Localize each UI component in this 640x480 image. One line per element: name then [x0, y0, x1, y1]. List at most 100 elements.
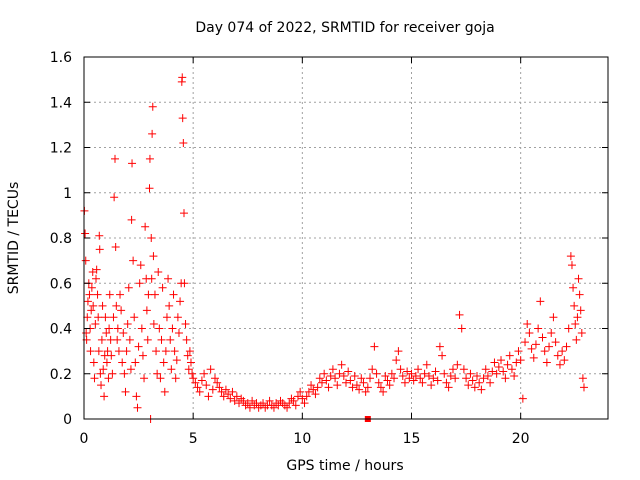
- data-point: [102, 358, 111, 367]
- data-point: [540, 347, 549, 356]
- data-point: [534, 324, 543, 333]
- data-point: [483, 372, 492, 381]
- data-point: [418, 378, 427, 387]
- data-point: [322, 376, 331, 385]
- data-point: [366, 374, 375, 383]
- data-point: [167, 365, 176, 374]
- data-point: [501, 374, 510, 383]
- data-point: [176, 297, 185, 306]
- data-point: [328, 365, 337, 374]
- data-point: [549, 313, 558, 322]
- data-point: [492, 369, 501, 378]
- data-point: [162, 313, 171, 322]
- y-axis-title: SRMTID / TECUs: [6, 182, 22, 295]
- data-point: [407, 369, 416, 378]
- data-point: [180, 279, 189, 288]
- data-point: [239, 396, 248, 405]
- data-point: [112, 301, 121, 310]
- data-point: [444, 383, 453, 392]
- data-point: [455, 310, 464, 319]
- data-point: [396, 365, 405, 374]
- data-point: [403, 367, 412, 376]
- data-point: [193, 383, 202, 392]
- data-point: [179, 138, 188, 147]
- data-point: [160, 387, 169, 396]
- data-point: [505, 351, 514, 360]
- y-axis: 0 0.2 0.4 0.6 0.8 1 1.2 1.4 1.6: [50, 50, 608, 428]
- data-point: [206, 365, 215, 374]
- data-point: [99, 365, 108, 374]
- data-point: [91, 319, 100, 328]
- data-point: [119, 329, 128, 338]
- data-point: [446, 372, 455, 381]
- data-point: [352, 381, 361, 390]
- data-point: [195, 387, 204, 396]
- data-point: [344, 367, 353, 376]
- y-tick-label: 1.2: [50, 141, 72, 157]
- data-point: [248, 396, 257, 405]
- data-point: [118, 358, 127, 367]
- data-point: [451, 374, 460, 383]
- data-point: [379, 387, 388, 396]
- data-point: [156, 374, 165, 383]
- data-point: [283, 403, 292, 412]
- data-point: [186, 358, 195, 367]
- data-point: [414, 365, 423, 374]
- data-point: [121, 387, 130, 396]
- data-point: [170, 347, 179, 356]
- data-point: [141, 222, 150, 231]
- data-point: [123, 319, 132, 328]
- data-point: [114, 347, 123, 356]
- data-point: [578, 374, 587, 383]
- data-point: [494, 362, 503, 371]
- data-point: [385, 381, 394, 390]
- data-point: [169, 290, 178, 299]
- data-point: [132, 392, 141, 401]
- data-point: [538, 333, 547, 342]
- data-point: [547, 329, 556, 338]
- data-point: [409, 376, 418, 385]
- data-point: [442, 378, 451, 387]
- data-point: [510, 372, 519, 381]
- data-point: [324, 383, 333, 392]
- data-point: [317, 378, 326, 387]
- data-point: [172, 356, 181, 365]
- data-point: [259, 399, 268, 408]
- x-tick-label: 10: [293, 431, 311, 447]
- data-point: [381, 372, 390, 381]
- data-point: [479, 374, 488, 383]
- data-point: [398, 372, 407, 381]
- data-point: [363, 383, 372, 392]
- data-point: [566, 252, 575, 261]
- data-point: [394, 347, 403, 356]
- data-point: [183, 351, 192, 360]
- x-axis-title: GPS time / hours: [286, 458, 403, 474]
- data-point: [542, 358, 551, 367]
- data-point: [154, 267, 163, 276]
- data-point: [466, 369, 475, 378]
- y-tick-label: 0: [63, 412, 72, 428]
- data-point: [577, 329, 586, 338]
- data-point: [93, 290, 102, 299]
- data-point: [579, 383, 588, 392]
- data-point: [96, 369, 105, 378]
- data-point: [464, 381, 473, 390]
- data-point: [81, 256, 90, 265]
- data-point: [416, 374, 425, 383]
- data-point: [189, 374, 198, 383]
- data-point: [518, 394, 527, 403]
- data-point: [298, 394, 307, 403]
- data-point: [204, 392, 213, 401]
- data-point: [87, 283, 96, 292]
- data-point: [570, 301, 579, 310]
- data-point: [213, 378, 222, 387]
- data-point: [507, 365, 516, 374]
- data-point: [553, 351, 562, 360]
- data-point: [230, 396, 239, 405]
- data-point: [184, 365, 193, 374]
- data-point: [392, 356, 401, 365]
- data-point: [545, 342, 554, 351]
- data-point: [92, 265, 101, 274]
- data-point: [92, 274, 101, 283]
- x-tick-label: 20: [512, 431, 530, 447]
